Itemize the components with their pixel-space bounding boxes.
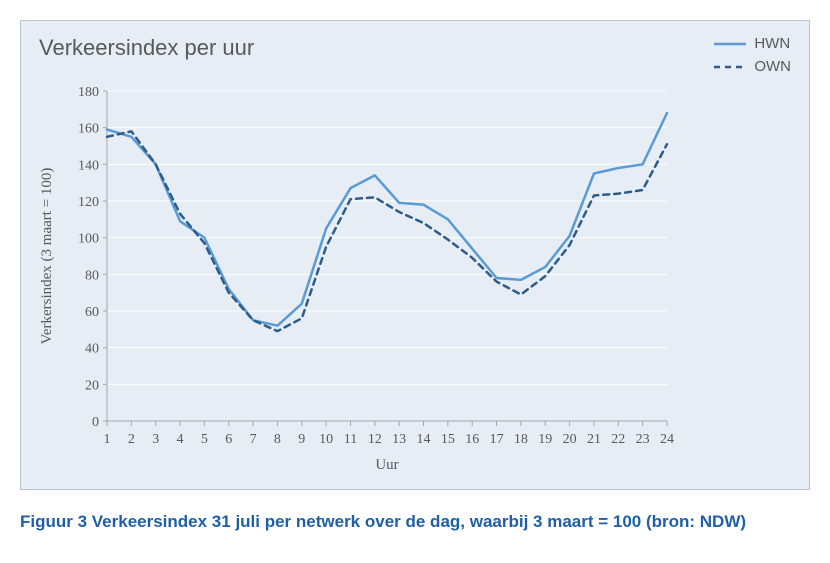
svg-text:16: 16 [465, 432, 479, 447]
svg-text:22: 22 [611, 432, 625, 447]
svg-text:120: 120 [78, 195, 99, 210]
plot-area: 0204060801001201401601801234567891011121… [21, 21, 809, 489]
svg-text:6: 6 [225, 432, 232, 447]
figure: Verkeersindex per uur HWN OWN 0204060801… [20, 20, 810, 535]
svg-text:160: 160 [78, 122, 99, 137]
svg-text:24: 24 [660, 432, 674, 447]
svg-text:140: 140 [78, 158, 99, 173]
svg-text:Verkersindex (3 maart = 100): Verkersindex (3 maart = 100) [39, 168, 55, 345]
svg-text:180: 180 [78, 85, 99, 100]
svg-text:0: 0 [92, 415, 99, 430]
svg-text:15: 15 [441, 432, 455, 447]
figure-caption: Figuur 3 Verkeersindex 31 juli per netwe… [20, 508, 810, 535]
svg-text:4: 4 [177, 432, 184, 447]
svg-text:5: 5 [201, 432, 208, 447]
svg-text:14: 14 [417, 432, 431, 447]
svg-text:8: 8 [274, 432, 281, 447]
svg-text:1: 1 [104, 432, 111, 447]
svg-text:10: 10 [319, 432, 333, 447]
svg-text:21: 21 [587, 432, 601, 447]
svg-text:80: 80 [85, 268, 99, 283]
svg-text:13: 13 [392, 432, 406, 447]
svg-text:2: 2 [128, 432, 135, 447]
svg-text:20: 20 [85, 378, 99, 393]
svg-text:20: 20 [563, 432, 577, 447]
svg-text:12: 12 [368, 432, 382, 447]
svg-text:17: 17 [490, 432, 504, 447]
svg-text:11: 11 [344, 432, 357, 447]
svg-text:23: 23 [636, 432, 650, 447]
svg-text:60: 60 [85, 305, 99, 320]
svg-text:9: 9 [298, 432, 305, 447]
svg-text:100: 100 [78, 232, 99, 247]
svg-text:18: 18 [514, 432, 528, 447]
svg-text:40: 40 [85, 342, 99, 357]
svg-text:3: 3 [152, 432, 159, 447]
chart-container: Verkeersindex per uur HWN OWN 0204060801… [20, 20, 810, 490]
svg-text:Uur: Uur [375, 457, 398, 473]
svg-text:7: 7 [250, 432, 257, 447]
svg-text:19: 19 [538, 432, 552, 447]
